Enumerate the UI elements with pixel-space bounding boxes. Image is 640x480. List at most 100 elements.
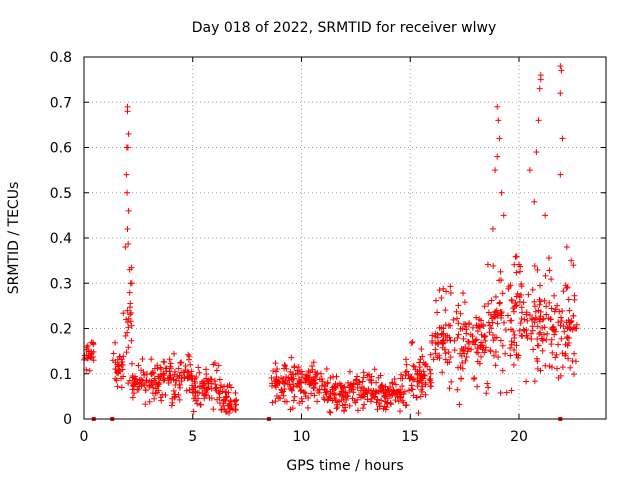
data-point — [439, 338, 446, 345]
data-point — [157, 371, 164, 378]
data-point — [382, 406, 389, 413]
data-point — [521, 316, 528, 323]
data-point — [338, 397, 345, 404]
data-point — [445, 349, 452, 356]
y-tick-label: 0.7 — [50, 95, 72, 111]
data-point — [427, 351, 434, 358]
data-point — [300, 389, 307, 396]
data-point — [172, 368, 179, 375]
data-point — [281, 362, 288, 369]
data-point — [558, 335, 565, 342]
y-tick-labels: 0 0.1 0.2 0.3 0.4 0.5 0.6 0.7 0.8 — [50, 50, 72, 428]
data-point — [516, 268, 523, 275]
data-point — [356, 391, 363, 398]
data-point — [161, 376, 168, 383]
data-point — [308, 390, 315, 397]
data-point — [127, 311, 134, 318]
data-point — [403, 361, 410, 368]
data-point — [118, 384, 125, 391]
data-point — [469, 324, 476, 331]
data-point — [485, 309, 492, 316]
data-point — [272, 360, 279, 367]
data-point — [478, 331, 485, 338]
data-point — [304, 404, 311, 411]
data-point — [484, 261, 491, 268]
data-point — [518, 332, 525, 339]
data-point — [168, 402, 175, 409]
data-point — [485, 384, 492, 391]
data-point — [508, 317, 515, 324]
data-point — [469, 339, 476, 346]
data-points — [81, 63, 580, 421]
data-point — [364, 372, 371, 379]
data-point — [81, 352, 88, 359]
data-point — [498, 312, 505, 319]
data-point — [128, 309, 135, 316]
data-point — [389, 379, 396, 386]
data-point — [319, 378, 326, 385]
data-point — [197, 401, 204, 408]
data-point — [273, 373, 280, 380]
data-point — [570, 371, 577, 378]
data-point — [479, 346, 486, 353]
data-point — [401, 388, 408, 395]
data-point — [494, 320, 501, 327]
data-point — [125, 380, 132, 387]
data-point — [429, 332, 436, 339]
data-point — [274, 379, 281, 386]
data-point — [444, 359, 451, 366]
data-point — [514, 354, 521, 361]
data-point — [551, 331, 558, 338]
data-point — [212, 381, 219, 388]
data-point — [172, 393, 179, 400]
data-point — [175, 365, 182, 372]
data-point — [493, 334, 500, 341]
y-tick-label: 0.4 — [50, 231, 72, 247]
data-point — [284, 381, 291, 388]
data-point — [280, 388, 287, 395]
data-point — [388, 392, 395, 399]
data-point — [540, 331, 547, 338]
data-point — [392, 381, 399, 388]
data-point — [565, 296, 572, 303]
data-point — [224, 383, 231, 390]
data-point — [418, 379, 425, 386]
data-point — [496, 300, 503, 307]
data-point — [125, 240, 132, 247]
data-point — [130, 390, 137, 397]
data-point — [149, 390, 156, 397]
data-point — [142, 401, 149, 408]
data-point — [167, 360, 174, 367]
data-point — [113, 377, 120, 384]
data-point — [380, 387, 387, 394]
data-point — [157, 364, 164, 371]
data-point — [410, 376, 417, 383]
data-point — [124, 225, 131, 232]
data-point — [481, 332, 488, 339]
data-point — [159, 391, 166, 398]
data-point — [474, 345, 481, 352]
data-point — [368, 387, 375, 394]
data-point — [537, 76, 544, 83]
data-point — [526, 312, 533, 319]
data-point — [273, 384, 280, 391]
data-point — [419, 353, 426, 360]
data-point — [314, 370, 321, 377]
data-point — [126, 289, 133, 296]
data-point — [529, 286, 536, 293]
data-point — [399, 383, 406, 390]
data-point — [296, 376, 303, 383]
data-point — [169, 395, 176, 402]
data-point — [293, 382, 300, 389]
data-point — [298, 379, 305, 386]
data-point — [511, 335, 518, 342]
data-point — [158, 397, 165, 404]
data-point — [388, 401, 395, 408]
data-point — [273, 392, 280, 399]
data-point — [416, 359, 423, 366]
data-point — [450, 316, 457, 323]
data-point — [112, 339, 119, 346]
data-point — [555, 319, 562, 326]
data-point — [368, 395, 375, 402]
data-point — [366, 376, 373, 383]
